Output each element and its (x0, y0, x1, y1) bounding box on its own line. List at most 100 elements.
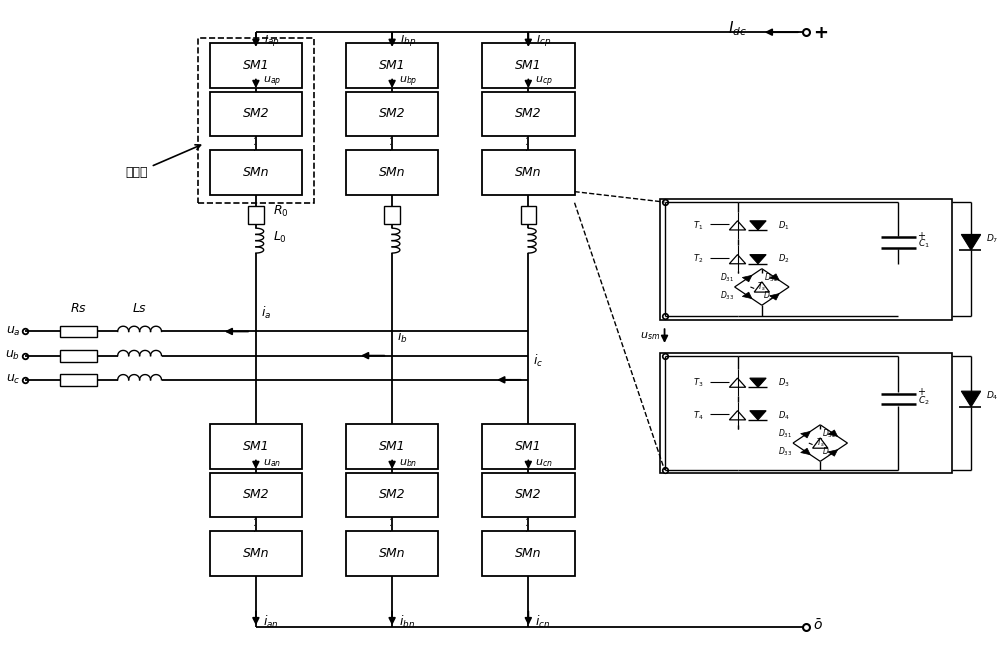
Text: $D_2$: $D_2$ (778, 253, 790, 266)
Text: $u_{bn}$: $u_{bn}$ (399, 457, 417, 469)
Bar (482, 531, 575, 576)
Bar (482, 473, 575, 517)
Text: SM2: SM2 (515, 107, 542, 121)
Text: SMn: SMn (515, 166, 542, 179)
Text: $D_{33}$: $D_{33}$ (778, 446, 792, 459)
Text: $T_1$: $T_1$ (693, 219, 703, 231)
Polygon shape (828, 430, 838, 436)
Bar (210, 150, 302, 195)
Bar (198, 38, 314, 203)
Bar (346, 43, 438, 88)
Text: $u_{b}$: $u_{b}$ (5, 349, 20, 362)
Text: $T_2$: $T_2$ (693, 253, 703, 266)
Text: SMn: SMn (243, 166, 269, 179)
Text: $u_{a}$: $u_{a}$ (6, 325, 20, 338)
Text: +: + (813, 24, 828, 42)
Bar (210, 43, 302, 88)
Text: SM2: SM2 (243, 488, 269, 501)
Text: +: + (918, 387, 926, 397)
Text: $T_3$: $T_3$ (693, 376, 703, 389)
Polygon shape (750, 221, 766, 230)
Text: SMn: SMn (515, 547, 542, 560)
Text: $D_{34}$: $D_{34}$ (763, 290, 778, 302)
Text: $i_{cp}$: $i_{cp}$ (536, 31, 552, 49)
Bar (248, 206, 264, 224)
Text: · · ·: · · · (387, 517, 397, 532)
Bar (346, 150, 438, 195)
Bar (210, 473, 302, 517)
Text: $D_{31}$: $D_{31}$ (778, 428, 792, 440)
Text: SM2: SM2 (379, 107, 405, 121)
Text: $D_{32}$: $D_{32}$ (822, 428, 836, 440)
Text: $u_{cp}$: $u_{cp}$ (535, 74, 553, 89)
Bar (482, 150, 575, 195)
Text: $Rs$: $Rs$ (70, 302, 87, 315)
Bar (60, 374, 97, 386)
Text: $D_7$: $D_7$ (986, 233, 998, 245)
Bar (60, 326, 97, 337)
Text: · · ·: · · · (387, 136, 397, 151)
Bar (384, 206, 400, 224)
Polygon shape (750, 411, 766, 420)
Text: +: + (918, 231, 926, 241)
Text: $D_1$: $D_1$ (778, 219, 790, 231)
Text: $i_{c}$: $i_{c}$ (533, 353, 543, 369)
Text: $u_{an}$: $u_{an}$ (263, 457, 281, 469)
Text: $i_{bn}$: $i_{bn}$ (399, 614, 415, 629)
Text: $\bar{o}$: $\bar{o}$ (813, 618, 823, 633)
Polygon shape (750, 378, 766, 387)
Polygon shape (961, 391, 981, 407)
Bar (660, 199, 952, 320)
Text: $T_s$: $T_s$ (757, 281, 767, 293)
Text: $I_{dc}$: $I_{dc}$ (728, 20, 747, 38)
Text: SM2: SM2 (243, 107, 269, 121)
Text: $i_{b}$: $i_{b}$ (397, 329, 408, 345)
Text: $L_0$: $L_0$ (273, 230, 287, 245)
Text: $u_{cn}$: $u_{cn}$ (535, 457, 553, 469)
Text: SM1: SM1 (515, 59, 542, 72)
Bar (346, 473, 438, 517)
Bar (346, 531, 438, 576)
Text: $D_4$: $D_4$ (986, 389, 998, 402)
Text: $u_{sm}$: $u_{sm}$ (640, 330, 660, 342)
Text: $D_{33}$: $D_{33}$ (720, 290, 734, 302)
Text: $T_4$: $T_4$ (693, 409, 703, 422)
Text: SMn: SMn (379, 547, 405, 560)
Polygon shape (742, 292, 752, 299)
Polygon shape (750, 254, 766, 264)
Polygon shape (770, 293, 779, 300)
Bar (210, 424, 302, 469)
Text: $D_3$: $D_3$ (778, 376, 790, 389)
Text: $T_s$: $T_s$ (816, 437, 825, 449)
Text: · · ·: · · · (251, 136, 261, 151)
Bar (482, 424, 575, 469)
Text: $C_2$: $C_2$ (918, 395, 929, 407)
Bar (346, 424, 438, 469)
Polygon shape (801, 432, 810, 438)
Text: $Ls$: $Ls$ (132, 302, 147, 315)
Text: $u_{ap}$: $u_{ap}$ (263, 74, 281, 89)
Bar (346, 92, 438, 136)
Text: · · ·: · · · (523, 517, 533, 532)
Text: $u_{bp}$: $u_{bp}$ (399, 74, 417, 89)
Bar (482, 92, 575, 136)
Text: $i_{bp}$: $i_{bp}$ (400, 31, 416, 49)
Text: SM2: SM2 (379, 488, 405, 501)
Text: SM1: SM1 (379, 59, 405, 72)
Text: · · ·: · · · (523, 136, 533, 151)
Text: SM1: SM1 (379, 440, 405, 453)
Text: $R_0$: $R_0$ (273, 204, 289, 219)
Text: $i_{cn}$: $i_{cn}$ (535, 614, 550, 629)
Polygon shape (770, 274, 779, 280)
Text: $D_{32}$: $D_{32}$ (764, 272, 778, 284)
Polygon shape (961, 235, 981, 250)
Bar (210, 92, 302, 136)
Bar (210, 531, 302, 576)
Text: $i_{an}$: $i_{an}$ (263, 614, 278, 629)
Text: $i_{ap}$: $i_{ap}$ (264, 31, 280, 49)
Text: $C_1$: $C_1$ (918, 238, 929, 250)
Text: SM2: SM2 (515, 488, 542, 501)
Text: SMn: SMn (379, 166, 405, 179)
Bar (660, 353, 952, 473)
Text: $i_{a}$: $i_{a}$ (261, 305, 271, 321)
